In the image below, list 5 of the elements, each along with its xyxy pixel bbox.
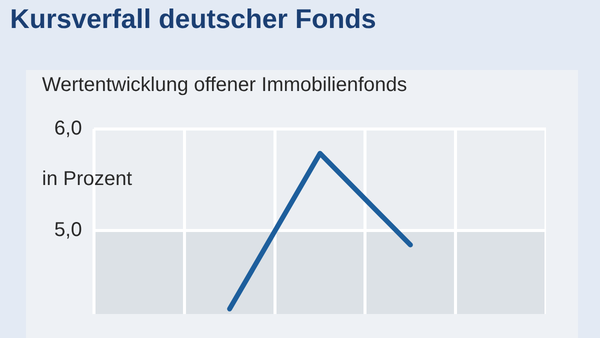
y-axis-title: in Prozent [42, 168, 132, 191]
chart-title: Kursverfall deutscher Fonds [10, 4, 376, 35]
y-tick-label: 6,0 [54, 118, 82, 140]
y-tick-label: 5,0 [54, 219, 82, 242]
chart-subtitle: Wertentwicklung offener Immobilienfonds [42, 74, 407, 97]
